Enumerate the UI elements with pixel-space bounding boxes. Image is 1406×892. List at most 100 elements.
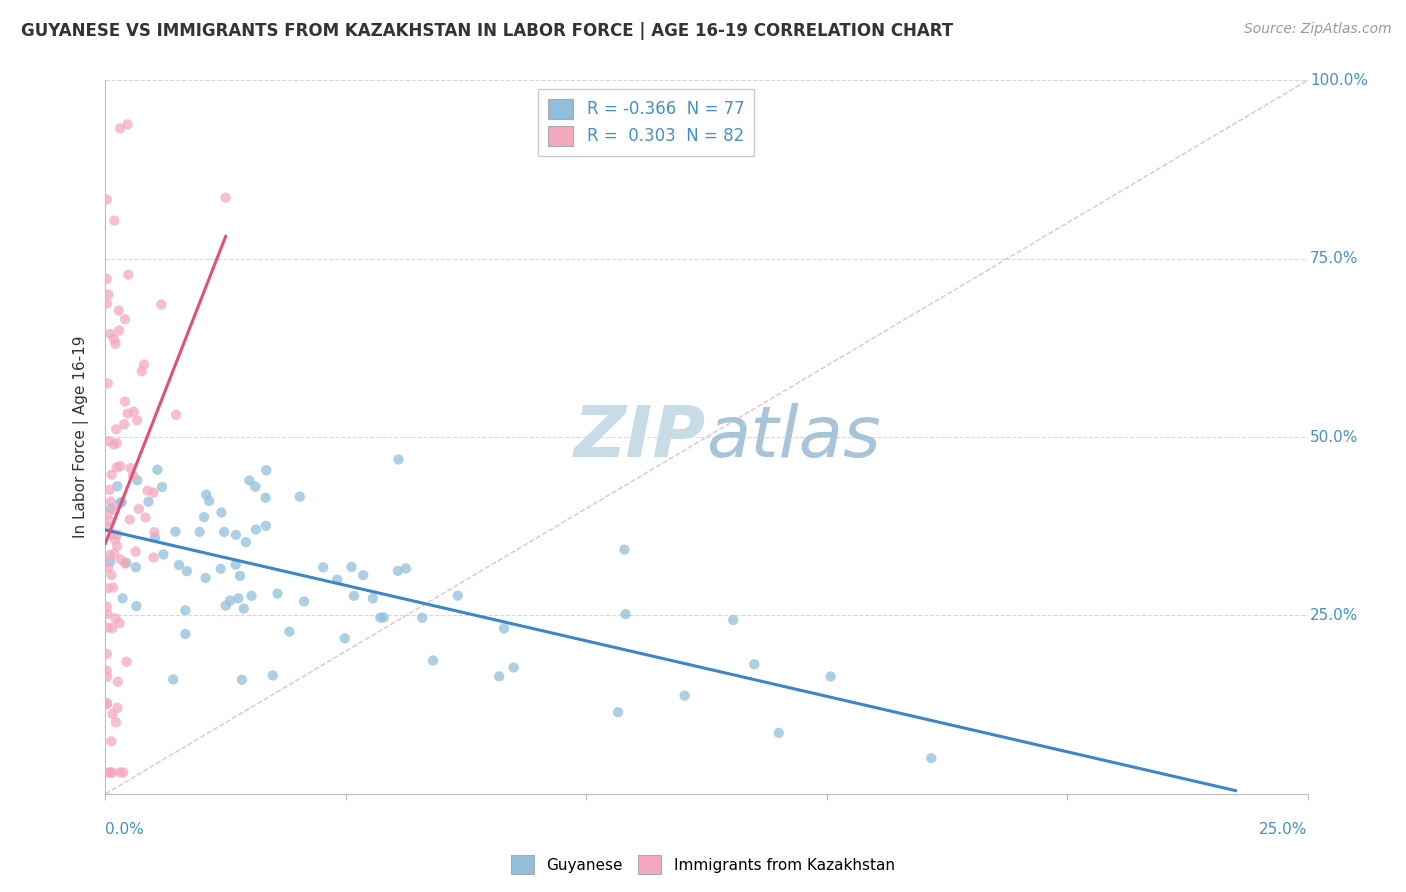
Point <box>108 616 131 631</box>
Point <box>104 611 127 625</box>
Point <box>502 660 524 674</box>
Point <box>98 765 121 780</box>
Point <box>254 518 277 533</box>
Text: GUYANESE VS IMMIGRANTS FROM KAZAKHSTAN IN LABOR FORCE | AGE 16-19 CORRELATION CH: GUYANESE VS IMMIGRANTS FROM KAZAKHSTAN I… <box>21 22 953 40</box>
Point <box>225 528 247 542</box>
Point <box>110 765 132 780</box>
Point <box>174 603 197 617</box>
Point <box>146 463 169 477</box>
Text: atlas: atlas <box>707 402 882 472</box>
Point <box>96 696 118 710</box>
Point <box>111 495 134 509</box>
Point <box>100 494 122 508</box>
Point <box>128 502 150 516</box>
Point <box>820 669 842 683</box>
Point <box>235 535 257 549</box>
Point <box>108 121 131 136</box>
Point <box>292 594 315 608</box>
Point <box>97 560 120 574</box>
Point <box>613 542 636 557</box>
Point <box>614 607 637 621</box>
Point <box>114 312 136 326</box>
Point <box>143 525 166 540</box>
Point <box>209 506 232 520</box>
Point <box>143 531 166 545</box>
Point <box>98 555 121 569</box>
Point <box>100 734 122 748</box>
Point <box>108 323 131 337</box>
Point <box>120 461 142 475</box>
Point <box>215 599 238 613</box>
Point <box>152 548 174 562</box>
Point <box>138 494 160 508</box>
Point <box>111 591 134 606</box>
Point <box>193 510 215 524</box>
Point <box>103 437 125 451</box>
Point <box>98 326 121 341</box>
Point <box>122 405 145 419</box>
Point <box>96 599 118 614</box>
Point <box>97 376 120 391</box>
Point <box>488 669 510 683</box>
Point <box>387 564 409 578</box>
Point <box>188 524 211 539</box>
Point <box>245 480 267 494</box>
Point <box>97 621 120 635</box>
Point <box>122 468 145 483</box>
Point <box>492 622 515 636</box>
Point <box>100 467 122 482</box>
Point <box>262 668 284 682</box>
Point <box>96 697 118 711</box>
Point <box>422 653 444 667</box>
Point <box>136 483 159 498</box>
Text: 25.0%: 25.0% <box>1310 608 1358 623</box>
Point <box>240 589 263 603</box>
Point <box>209 562 232 576</box>
Point <box>162 673 184 687</box>
Point <box>165 524 187 539</box>
Point <box>103 503 125 517</box>
Point <box>125 599 148 613</box>
Point <box>343 589 366 603</box>
Legend: R = -0.366  N = 77, R =  0.303  N = 82: R = -0.366 N = 77, R = 0.303 N = 82 <box>538 88 755 156</box>
Text: 50.0%: 50.0% <box>1310 430 1358 444</box>
Point <box>97 582 120 596</box>
Point <box>266 586 288 600</box>
Point <box>124 544 146 558</box>
Point <box>104 533 127 547</box>
Point <box>96 272 118 286</box>
Point <box>96 647 118 661</box>
Point <box>198 494 221 508</box>
Point <box>103 213 125 227</box>
Point <box>278 624 301 639</box>
Point <box>105 460 128 475</box>
Point <box>447 589 470 603</box>
Point <box>103 332 125 346</box>
Point <box>114 394 136 409</box>
Point <box>238 474 260 488</box>
Point <box>96 508 118 522</box>
Point <box>219 593 242 607</box>
Point <box>142 485 165 500</box>
Point <box>254 491 277 505</box>
Point <box>411 611 433 625</box>
Point <box>742 657 765 672</box>
Point <box>212 524 235 539</box>
Point <box>312 560 335 574</box>
Point <box>288 490 311 504</box>
Point <box>352 568 374 582</box>
Point <box>114 557 136 571</box>
Legend: Guyanese, Immigrants from Kazakhstan: Guyanese, Immigrants from Kazakhstan <box>505 849 901 880</box>
Point <box>229 569 252 583</box>
Point <box>98 434 121 449</box>
Point <box>101 527 124 541</box>
Point <box>101 765 124 780</box>
Point <box>150 480 173 494</box>
Point <box>96 670 118 684</box>
Point <box>115 655 138 669</box>
Point <box>101 706 124 721</box>
Point <box>96 193 118 207</box>
Point <box>125 560 148 574</box>
Point <box>105 479 128 493</box>
Point <box>98 765 121 780</box>
